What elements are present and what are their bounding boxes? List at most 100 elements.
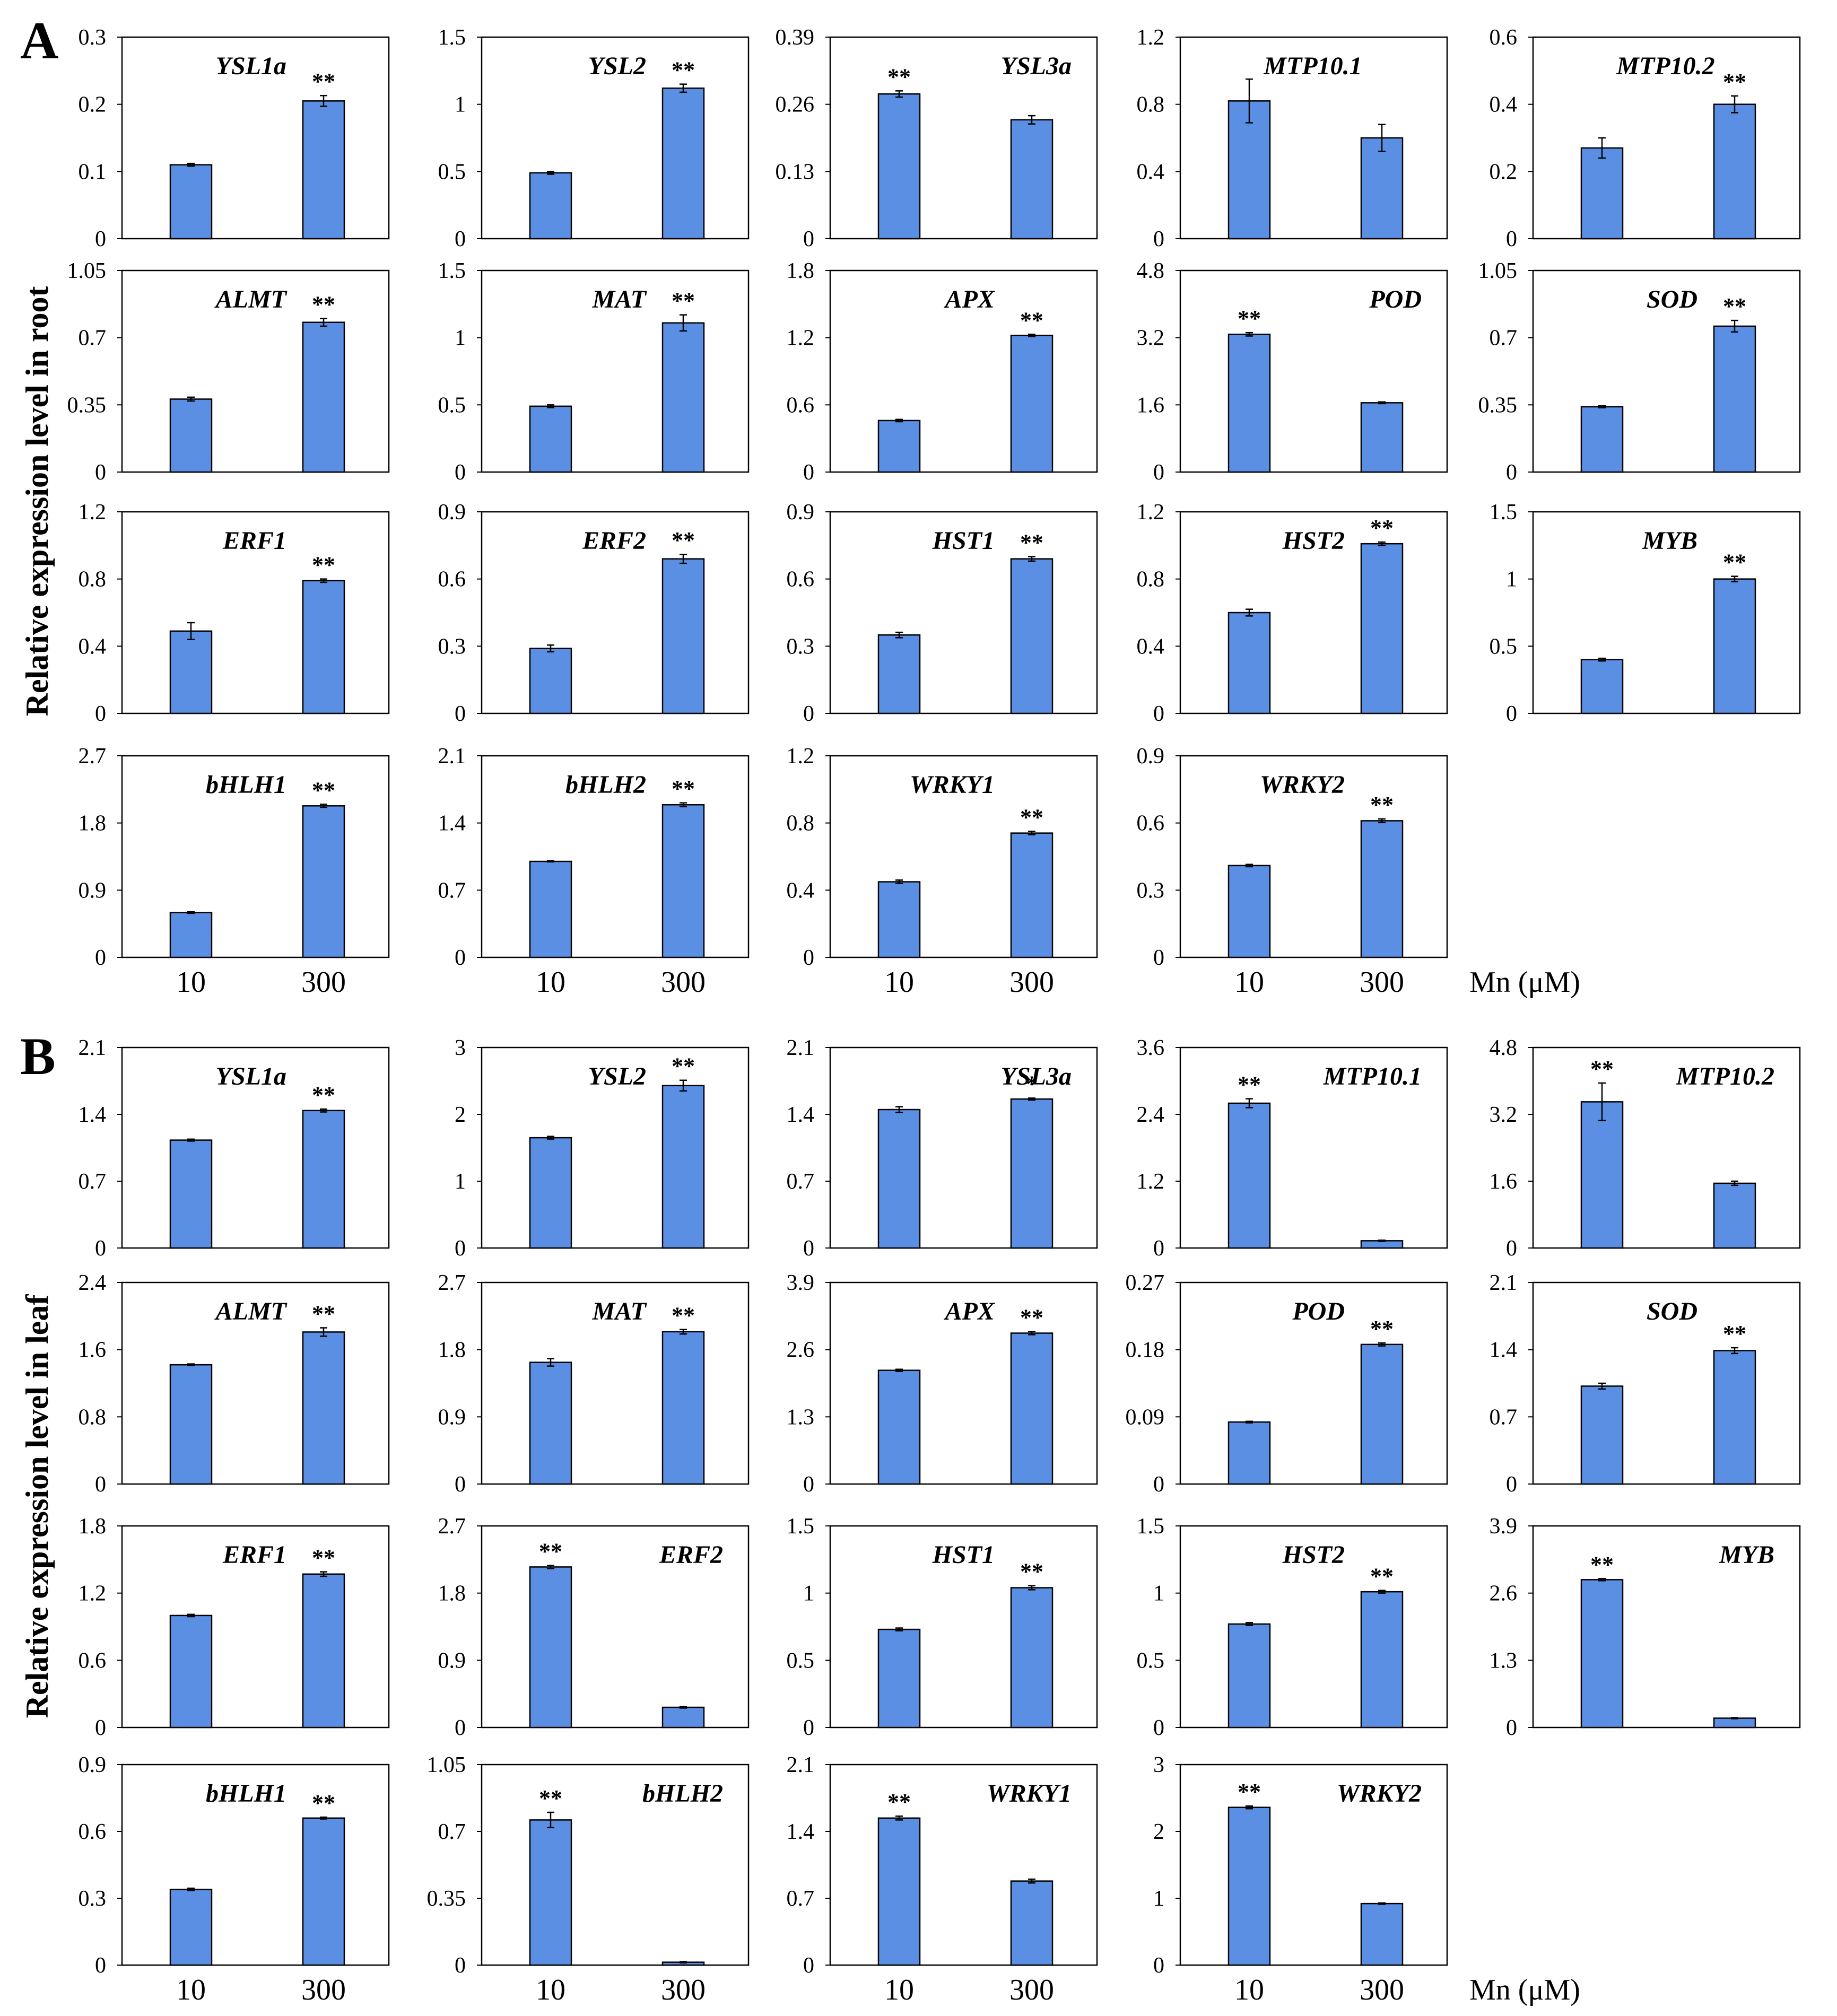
x-tick-label: 300	[301, 1974, 346, 2006]
bar	[1010, 119, 1054, 240]
bar	[1713, 1717, 1756, 1729]
bar	[169, 1888, 213, 1966]
bar	[1713, 1350, 1756, 1485]
x-tick-label: 10	[176, 1974, 206, 2006]
bar	[302, 1573, 345, 1729]
gene-label: ALMT	[214, 285, 288, 313]
y-tick-label: 0.4	[1137, 634, 1165, 659]
y-tick-label: 1	[455, 1170, 466, 1194]
y-tick-label: 0.6	[1137, 811, 1165, 836]
significance-mark: **	[1020, 1559, 1043, 1585]
y-tick-label: 1	[455, 326, 466, 351]
y-tick-label: 2.6	[1490, 1582, 1518, 1606]
bar	[1227, 1623, 1271, 1729]
gene-label: YSL2	[588, 1062, 646, 1090]
chart-MTP10.1: 0 0.4 0.8 1.2 MTP10.1	[1137, 25, 1448, 251]
gene-label: bHLH1	[206, 771, 286, 799]
y-tick-label: 0	[95, 460, 106, 485]
x-tick-label: 10	[536, 1974, 565, 2006]
gene-label: SOD	[1647, 285, 1697, 313]
gene-label: WRKY1	[987, 1779, 1072, 1808]
y-tick-label: 0.35	[1478, 393, 1518, 417]
significance-mark: **	[312, 1082, 335, 1108]
y-tick-label: 1.5	[438, 25, 466, 50]
y-tick-label: 0.2	[79, 93, 107, 117]
significance-mark: **	[672, 527, 695, 553]
bar	[1227, 1102, 1271, 1249]
y-tick-label: 0.35	[427, 1887, 466, 1911]
bar	[169, 1139, 213, 1249]
gene-label: YSL1a	[216, 52, 286, 80]
y-tick-label: 0.39	[776, 25, 815, 50]
plot-frame	[481, 511, 750, 714]
significance-mark: **	[1020, 307, 1043, 333]
bar	[1580, 406, 1624, 473]
significance-mark: **	[672, 57, 695, 83]
bar	[1580, 1385, 1624, 1485]
bar	[302, 321, 345, 473]
bar	[529, 172, 572, 240]
y-tick-label: 0	[803, 460, 814, 485]
x-tick-label: 300	[1009, 1974, 1054, 2006]
y-tick-label: 0.6	[79, 1820, 107, 1844]
gene-label: YSL2	[588, 52, 646, 80]
y-tick-label: 1.05	[1478, 259, 1518, 283]
y-tick-label: 0	[803, 1472, 814, 1497]
y-tick-label: 0.3	[438, 634, 466, 659]
significance-mark: **	[672, 288, 695, 314]
y-tick-label: 1	[1506, 568, 1517, 592]
gene-label: WRKY1	[910, 771, 995, 799]
y-tick-label: 1.2	[1137, 500, 1165, 525]
y-tick-label: 0	[455, 1236, 466, 1261]
y-tick-label: 1.5	[1137, 1514, 1165, 1539]
significance-mark: **	[672, 776, 695, 802]
y-tick-label: 0.26	[776, 93, 815, 117]
gene-label: MAT	[592, 285, 647, 313]
bar	[1010, 1098, 1054, 1249]
plot-frame	[121, 1764, 390, 1966]
y-tick-label: 0.5	[438, 393, 466, 417]
gene-label: MTP10.1	[1323, 1062, 1422, 1090]
y-tick-label: 0.3	[79, 1887, 107, 1911]
y-tick-label: 1.6	[1490, 1170, 1518, 1194]
bar	[661, 322, 705, 473]
significance-mark: *	[1026, 1071, 1038, 1097]
y-tick-label: 0	[1153, 1953, 1164, 1978]
significance-mark: **	[1370, 1316, 1394, 1342]
significance-mark: **	[887, 1789, 911, 1815]
bar	[302, 580, 345, 714]
gene-label: MTP10.2	[1676, 1062, 1774, 1090]
x-tick-label: 300	[1360, 966, 1404, 999]
y-tick-label: 0	[455, 1953, 466, 1978]
y-tick-label: 0	[95, 1953, 106, 1978]
bar	[1360, 1591, 1404, 1729]
chart-ERF2: 0 0.3 0.6 0.9 ** ERF2	[438, 500, 750, 726]
plot-frame	[1532, 1046, 1801, 1249]
plot-frame	[121, 1525, 390, 1729]
bar	[302, 805, 345, 958]
gene-label: bHLH2	[565, 771, 646, 799]
x-tick-label: 300	[1360, 1974, 1404, 2006]
bar	[1010, 1587, 1054, 1729]
y-tick-label: 0	[1506, 227, 1517, 251]
bar	[529, 648, 572, 714]
plot-frame	[829, 1281, 1098, 1485]
y-tick-label: 0	[95, 1236, 106, 1261]
y-tick-label: 1.4	[1490, 1338, 1518, 1363]
x-tick-label: 300	[1009, 966, 1054, 999]
y-tick-label: 0.9	[79, 878, 107, 903]
y-tick-label: 0	[455, 702, 466, 726]
gene-label: MYB	[1719, 1541, 1774, 1569]
significance-mark: **	[312, 777, 335, 803]
chart-APX: 0 0.6 1.2 1.8 ** APX	[787, 259, 1098, 485]
bar	[529, 405, 572, 473]
bar	[1010, 832, 1054, 958]
significance-mark: **	[539, 1539, 562, 1565]
bar	[877, 1628, 921, 1729]
chart-MAT: 0 0.9 1.8 2.7 ** MAT	[438, 1271, 750, 1497]
bar	[529, 1137, 572, 1249]
chart-WRKY2: 0 1 2 3 ** WRKY2 10 300	[1153, 1753, 1448, 2006]
y-tick-label: 0	[455, 460, 466, 485]
gene-label: APX	[944, 1297, 995, 1325]
y-tick-label: 0	[1506, 460, 1517, 485]
